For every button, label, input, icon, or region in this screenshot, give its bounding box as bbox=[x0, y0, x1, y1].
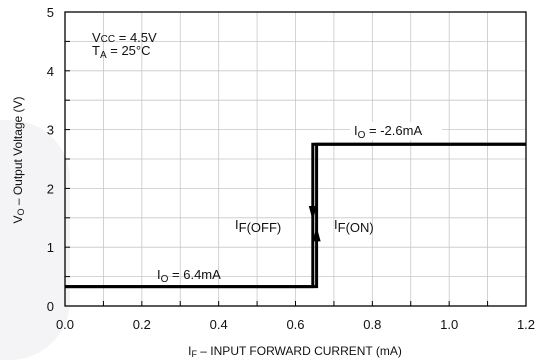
y-tick-label: 3 bbox=[47, 123, 54, 138]
y-tick-label: 2 bbox=[47, 181, 54, 196]
ta-condition: TA = 25°C bbox=[92, 43, 151, 61]
series bbox=[65, 142, 526, 289]
y-axis-label: VO – Output Voltage (V) bbox=[11, 96, 26, 223]
background-shape bbox=[0, 120, 70, 360]
ticks: 0.0 0.2 0.4 0.6 0.8 1.0 1.2 0 1 2 3 4 5 bbox=[47, 5, 535, 332]
io-high-label-bg bbox=[350, 122, 442, 140]
x-tick-label: 0.6 bbox=[286, 317, 304, 332]
arrow-up-icon bbox=[312, 226, 321, 242]
y-tick-label: 1 bbox=[47, 240, 54, 255]
x-tick-label: 1.2 bbox=[517, 317, 535, 332]
grid bbox=[64, 11, 527, 307]
if-on-label: IF(ON) bbox=[334, 217, 374, 235]
x-tick-label: 1.0 bbox=[440, 317, 458, 332]
arrow-down-icon bbox=[308, 206, 317, 221]
if-off-label: IF(OFF) bbox=[235, 217, 281, 235]
x-tick-label: 0.4 bbox=[210, 317, 228, 332]
x-tick-label: 0.8 bbox=[363, 317, 381, 332]
y-tick-label: 0 bbox=[47, 299, 54, 314]
vcc-condition: VCC = 4.5V bbox=[92, 30, 157, 45]
x-axis-label: IF – INPUT FORWARD CURRENT (mA) bbox=[188, 344, 402, 359]
x-tick-label: 0.0 bbox=[56, 317, 74, 332]
y-tick-label: 4 bbox=[47, 64, 54, 79]
io-high-label: IO = -2.6mA bbox=[354, 123, 422, 141]
y-tick-label: 5 bbox=[47, 5, 54, 20]
x-tick-label: 0.2 bbox=[133, 317, 151, 332]
series-line-if-on bbox=[65, 142, 526, 289]
io-low-label: IO = 6.4mA bbox=[157, 267, 221, 285]
